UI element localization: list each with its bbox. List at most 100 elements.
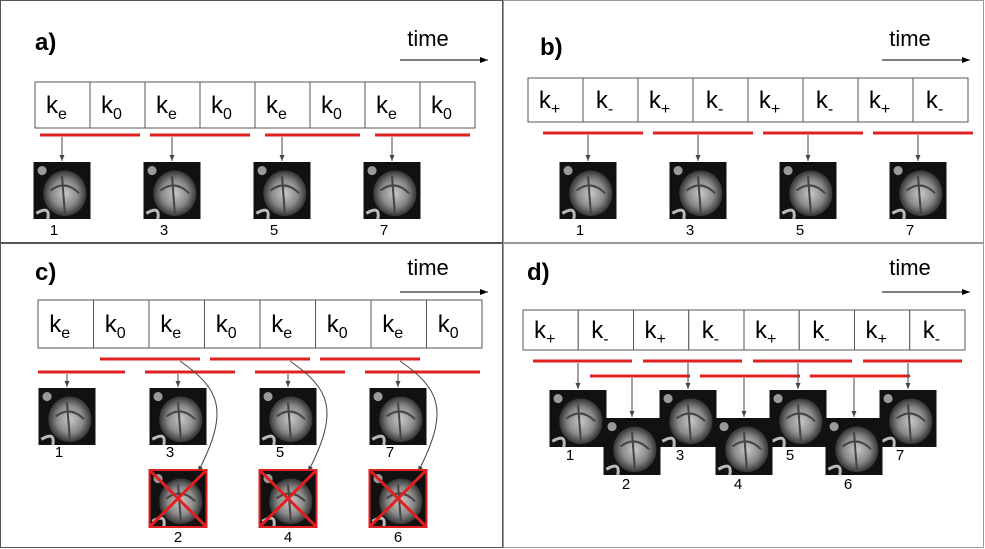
frame-number: 4 bbox=[284, 529, 292, 546]
image-detail bbox=[883, 394, 892, 403]
frame-number: 2 bbox=[174, 529, 182, 546]
cell-sub: 0 bbox=[117, 325, 126, 342]
mri-image bbox=[364, 162, 421, 219]
cell-sub: + bbox=[546, 331, 555, 348]
image-detail bbox=[553, 394, 562, 403]
cell-sub: - bbox=[824, 331, 829, 348]
frame-number: 2 bbox=[622, 476, 630, 493]
frame-number: 1 bbox=[50, 222, 58, 239]
cell-sub: 0 bbox=[443, 106, 452, 123]
frame-number: 1 bbox=[576, 222, 584, 239]
frame-number: 3 bbox=[160, 222, 168, 239]
cell-sub: e bbox=[172, 325, 181, 342]
cell-sub: + bbox=[551, 101, 560, 118]
frame-number: 5 bbox=[796, 222, 804, 239]
image-detail bbox=[783, 166, 792, 175]
frame-number: 6 bbox=[394, 529, 402, 546]
cell-sub: - bbox=[938, 101, 943, 118]
image-detail bbox=[263, 392, 272, 401]
time-label: time bbox=[407, 26, 449, 51]
cell-sub: 0 bbox=[223, 106, 232, 123]
cell-sub: + bbox=[661, 101, 670, 118]
time-label: time bbox=[407, 255, 449, 280]
frame-number: 7 bbox=[380, 222, 388, 239]
cell-sub: 0 bbox=[339, 325, 348, 342]
time-label: time bbox=[889, 255, 931, 280]
cell-sub: e bbox=[388, 106, 397, 123]
image-detail bbox=[42, 392, 51, 401]
frame-number: 6 bbox=[844, 476, 852, 493]
image-detail bbox=[893, 166, 902, 175]
image-detail bbox=[673, 166, 682, 175]
image-detail bbox=[563, 166, 572, 175]
image-detail bbox=[153, 392, 162, 401]
frame-number: 3 bbox=[676, 447, 684, 464]
mri-image bbox=[254, 162, 311, 219]
cell-sub: 0 bbox=[450, 325, 459, 342]
mri-image bbox=[670, 162, 727, 219]
panel-label: a) bbox=[35, 29, 56, 56]
cell-sub: + bbox=[881, 101, 890, 118]
cell-sub: + bbox=[656, 331, 665, 348]
frame-number: 3 bbox=[686, 222, 694, 239]
image-detail bbox=[829, 422, 838, 431]
mri-image bbox=[890, 162, 947, 219]
cell-sub: + bbox=[877, 331, 886, 348]
panel-label: c) bbox=[35, 259, 56, 286]
cell-sub: - bbox=[603, 331, 608, 348]
mri-image bbox=[780, 162, 837, 219]
mri-image bbox=[560, 162, 617, 219]
cell-sub: 0 bbox=[113, 106, 122, 123]
mri-image bbox=[150, 388, 207, 445]
mri-image bbox=[39, 388, 96, 445]
image-detail bbox=[373, 392, 382, 401]
image-detail bbox=[367, 166, 376, 175]
frame-number: 5 bbox=[786, 447, 794, 464]
cell-sub: - bbox=[714, 331, 719, 348]
cell-sub: 0 bbox=[228, 325, 237, 342]
frame-number: 1 bbox=[566, 447, 574, 464]
image-detail bbox=[147, 166, 156, 175]
cell-sub: - bbox=[828, 101, 833, 118]
cell-sub: e bbox=[283, 325, 292, 342]
mri-image bbox=[34, 162, 91, 219]
cell-sub: e bbox=[278, 106, 287, 123]
mri-image bbox=[716, 418, 773, 475]
frame-number: 5 bbox=[270, 222, 278, 239]
frame-number: 7 bbox=[386, 444, 394, 461]
mri-image bbox=[604, 418, 661, 475]
frame-number: 7 bbox=[896, 447, 904, 464]
frame-number: 1 bbox=[55, 444, 63, 461]
cell-sub: e bbox=[394, 325, 403, 342]
time-label: time bbox=[889, 26, 931, 51]
mri-image bbox=[550, 390, 607, 447]
mri-image bbox=[826, 418, 883, 475]
image-detail bbox=[37, 166, 46, 175]
cell-sub: - bbox=[718, 101, 723, 118]
mri-image bbox=[880, 390, 937, 447]
image-detail bbox=[607, 422, 616, 431]
cell-sub: - bbox=[608, 101, 613, 118]
frame-number: 7 bbox=[906, 222, 914, 239]
mri-image bbox=[260, 388, 317, 445]
panel-label: d) bbox=[527, 259, 550, 286]
cell-sub: e bbox=[168, 106, 177, 123]
frame-number: 3 bbox=[166, 444, 174, 461]
figure: a)timekek0kek0kek0kek01357b)timek+k-k+k-… bbox=[0, 0, 985, 549]
panel-label: b) bbox=[540, 34, 563, 61]
image-detail bbox=[257, 166, 266, 175]
cell-sub: + bbox=[767, 331, 776, 348]
cell-sub: 0 bbox=[333, 106, 342, 123]
image-detail bbox=[773, 394, 782, 403]
mri-image bbox=[370, 388, 427, 445]
cell-sub: - bbox=[935, 331, 940, 348]
mri-image bbox=[770, 390, 827, 447]
cell-sub: e bbox=[61, 325, 70, 342]
frame-number: 5 bbox=[276, 444, 284, 461]
image-detail bbox=[719, 422, 728, 431]
frame-number: 4 bbox=[734, 476, 742, 493]
image-detail bbox=[663, 394, 672, 403]
cell-sub: + bbox=[771, 101, 780, 118]
mri-image bbox=[144, 162, 201, 219]
mri-image bbox=[660, 390, 717, 447]
